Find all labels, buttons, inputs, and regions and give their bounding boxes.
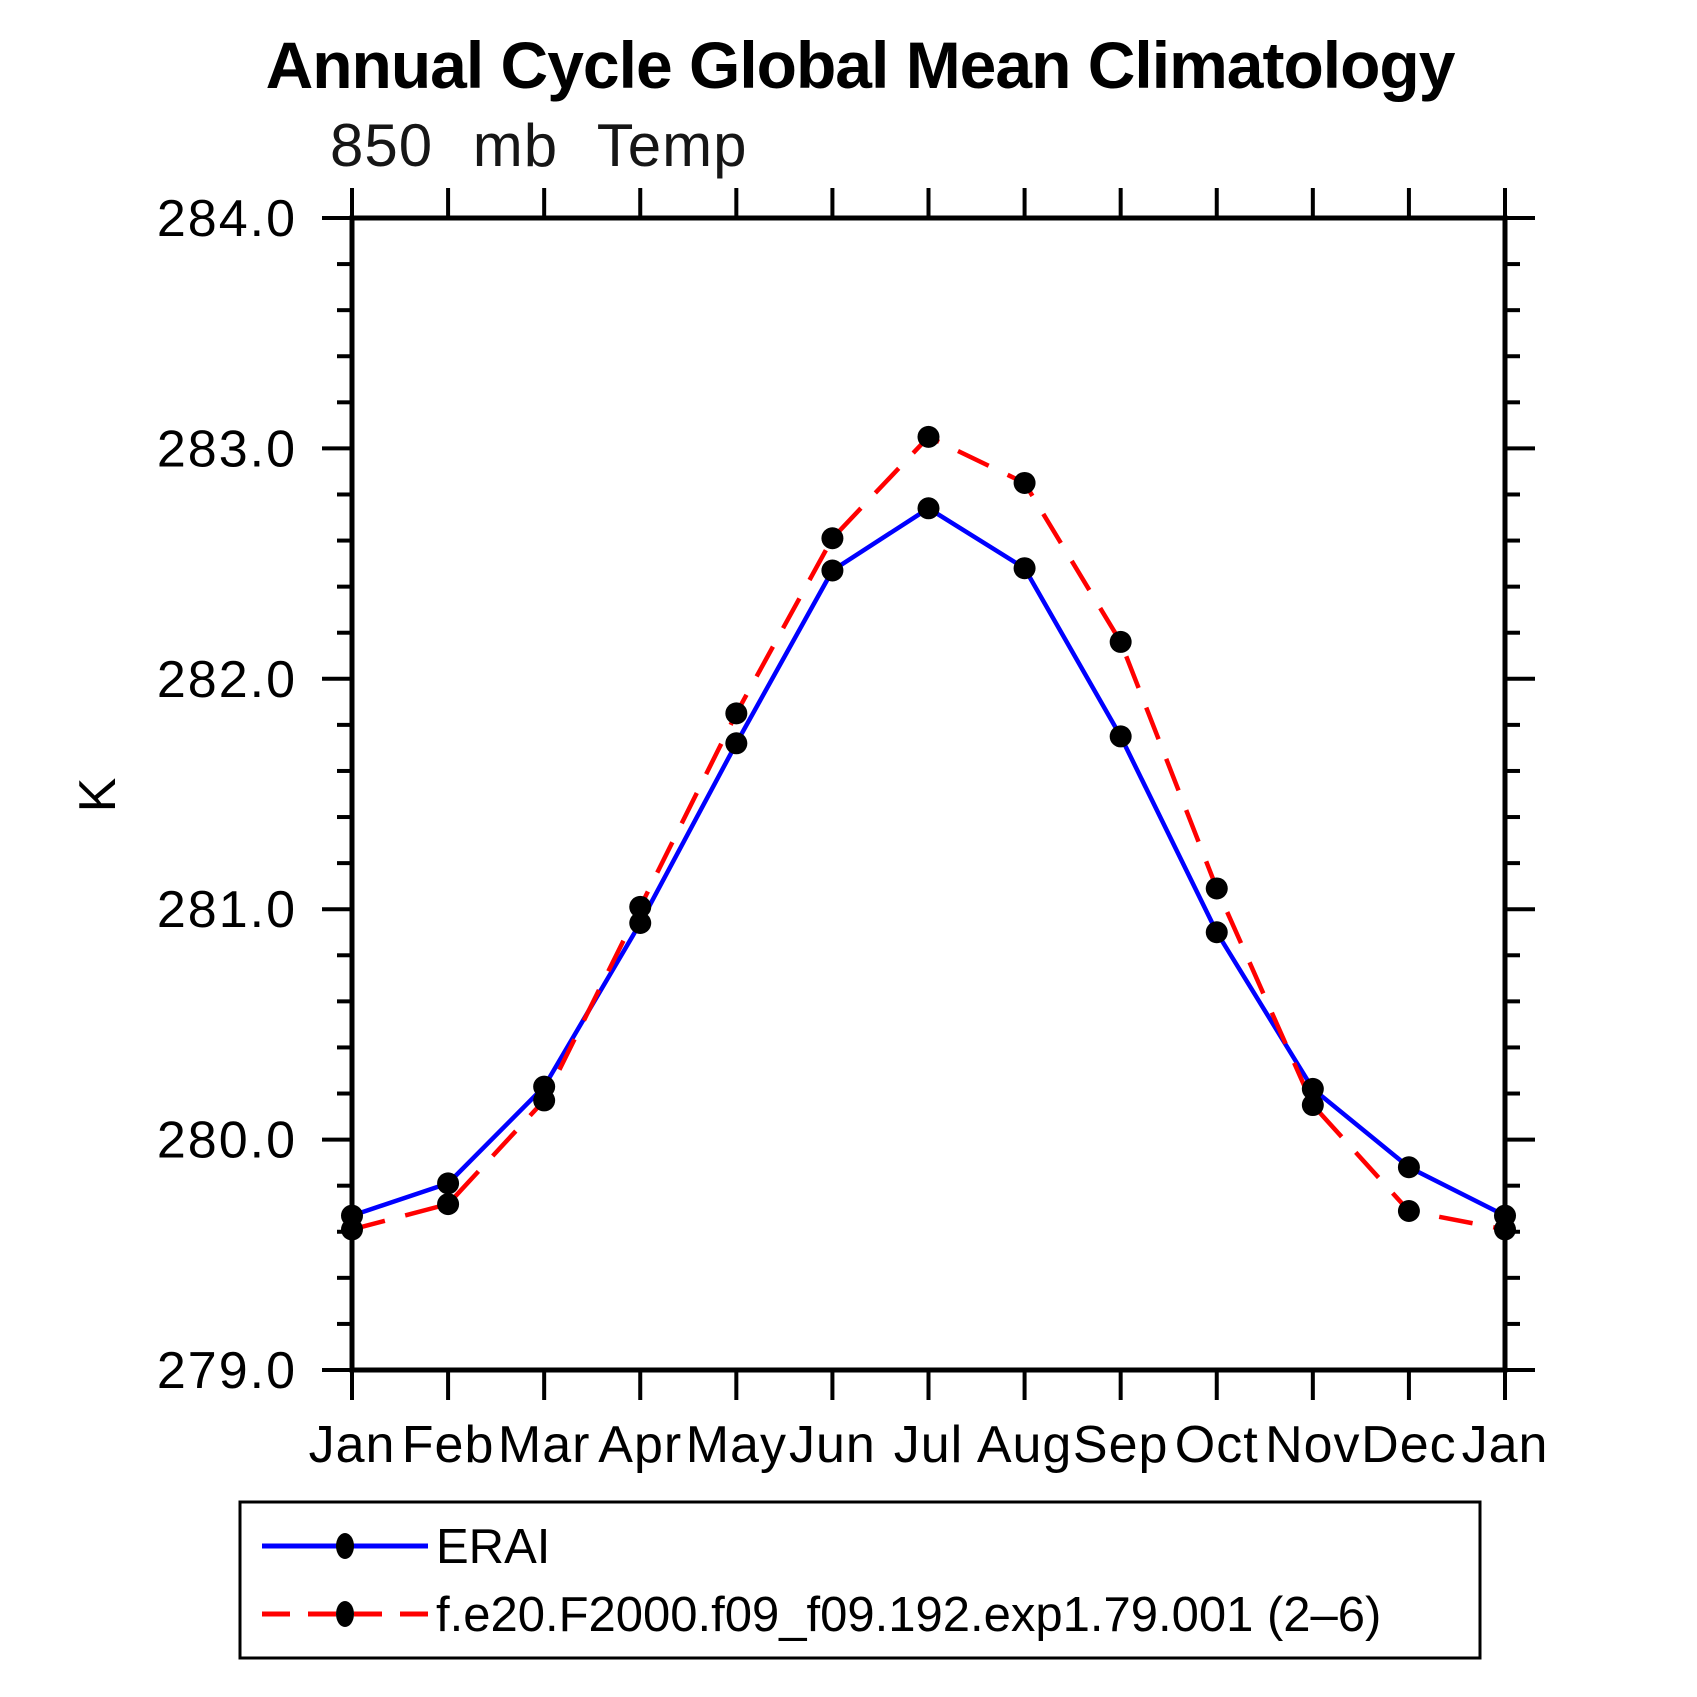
- data-point: [1397, 1200, 1420, 1223]
- data-point: [1301, 1077, 1324, 1100]
- y-tick-label: 281.0: [157, 881, 297, 939]
- data-point: [1301, 1094, 1324, 1117]
- data-point: [1205, 877, 1228, 900]
- data-point: [341, 1218, 363, 1241]
- data-point: [725, 702, 748, 725]
- x-tick-label: Sep: [1073, 1416, 1169, 1474]
- y-tick-label: 279.0: [157, 1342, 297, 1400]
- data-point: [1205, 921, 1228, 944]
- y-axis-label: K: [69, 776, 127, 813]
- axis-ticks-group: [322, 188, 1535, 1400]
- x-tick-label: Jul: [894, 1416, 963, 1474]
- data-point: [917, 497, 940, 520]
- x-tick-label: Feb: [402, 1416, 495, 1474]
- legend-marker: [336, 1601, 354, 1627]
- series-group: [341, 425, 1516, 1241]
- legend: ERAI f.e20.F2000.f09_f09.192.exp1.79.001 …: [238, 1500, 1482, 1660]
- data-point: [533, 1089, 556, 1112]
- x-tick-label: Apr: [598, 1416, 682, 1474]
- legend-box: [238, 1500, 1482, 1660]
- data-point: [917, 425, 940, 448]
- x-tick-label: Oct: [1175, 1416, 1259, 1474]
- x-tick-label: Nov: [1265, 1416, 1360, 1474]
- erai-line: [351, 506, 1507, 1218]
- data-point: [437, 1193, 460, 1216]
- data-point: [1397, 1156, 1420, 1179]
- y-tick-label: 284.0: [157, 190, 297, 248]
- x-tick-label: Jan: [309, 1416, 396, 1474]
- y-tick-label: 280.0: [157, 1112, 297, 1170]
- legend-label: ERAI: [436, 1520, 550, 1574]
- data-point: [1109, 630, 1132, 653]
- y-tick-label: 283.0: [157, 420, 297, 478]
- plot-frame: [349, 215, 1508, 1373]
- data-point: [725, 732, 748, 755]
- data-point: [1494, 1218, 1516, 1241]
- y-tick-label: 282.0: [157, 651, 297, 709]
- data-point: [821, 527, 844, 550]
- chart-subtitle: 850 mb Temp: [330, 112, 747, 179]
- data-point: [629, 895, 652, 918]
- chart-title: Annual Cycle Global Mean Climatology: [266, 28, 1456, 102]
- model-line: [351, 434, 1506, 1232]
- legend-label: f.e20.F2000.f09_f09.192.exp1.79.001 (2–6…: [436, 1588, 1381, 1642]
- x-tick-label: Jun: [789, 1416, 876, 1474]
- x-tick-label: Aug: [977, 1416, 1073, 1474]
- plot-frame-group: [349, 215, 1508, 1373]
- x-tick-label: May: [686, 1416, 787, 1474]
- data-point: [821, 559, 844, 582]
- x-tick-label: Mar: [498, 1416, 591, 1474]
- data-point: [1013, 471, 1036, 494]
- x-tick-label: Dec: [1361, 1416, 1456, 1474]
- data-point: [629, 912, 652, 935]
- data-point: [437, 1172, 460, 1195]
- x-tick-label: Jan: [1462, 1416, 1549, 1474]
- data-point: [1013, 557, 1036, 580]
- legend-marker: [336, 1533, 354, 1559]
- data-point: [1109, 725, 1132, 748]
